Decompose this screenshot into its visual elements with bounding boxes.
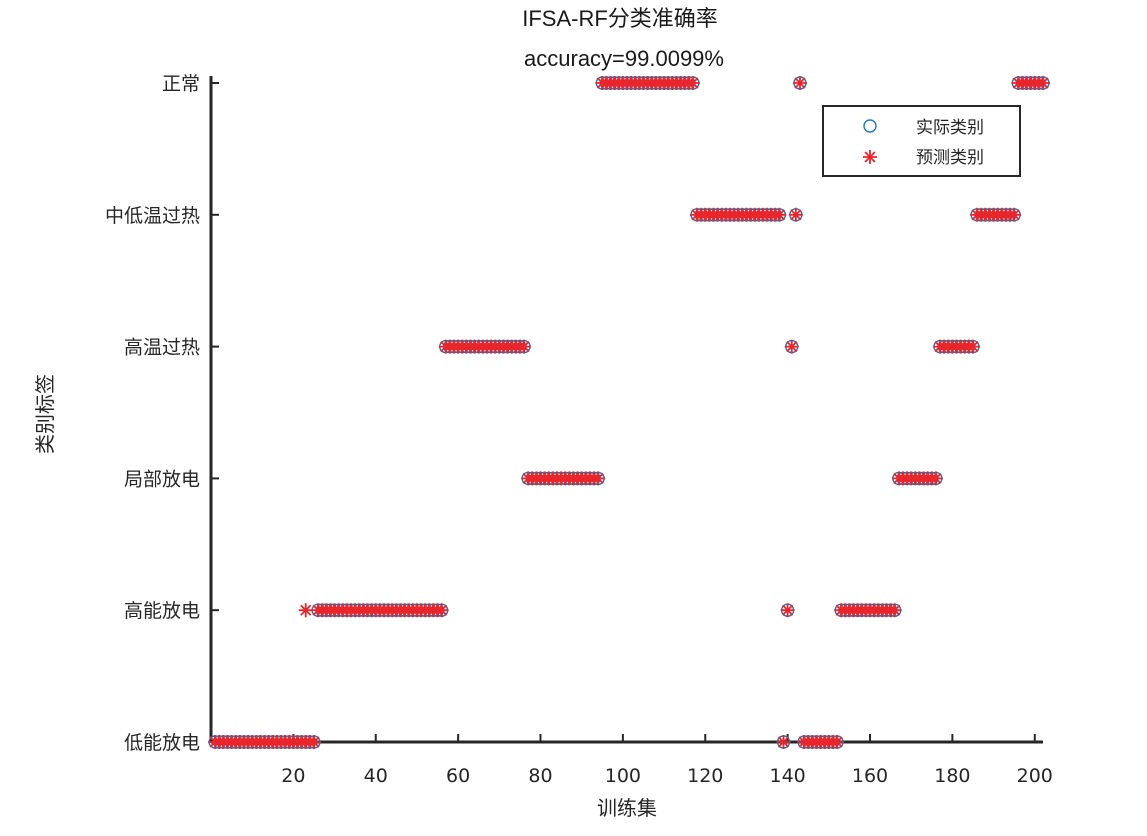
predicted-point <box>772 207 787 222</box>
predicted-point <box>887 603 902 618</box>
predicted-point <box>591 471 606 486</box>
chart-title: IFSA-RF分类准确率 <box>522 6 718 31</box>
x-tick-label: 140 <box>770 765 806 787</box>
series-actual <box>208 76 1050 749</box>
predicted-point <box>1036 76 1050 90</box>
predicted-point <box>298 603 313 618</box>
predicted-point <box>965 339 980 354</box>
x-tick-label: 20 <box>281 765 305 787</box>
series-predicted <box>208 76 1050 749</box>
legend-label-actual: 实际类别 <box>916 118 984 138</box>
legend-box <box>822 105 1021 177</box>
y-axis-label: 类别标签 <box>33 374 57 454</box>
legend: 实际类别 预测类别 <box>822 105 1021 177</box>
axes <box>209 76 1043 744</box>
x-tick-label: 160 <box>852 765 888 787</box>
actual-point <box>863 119 877 133</box>
predicted-point <box>306 735 321 749</box>
x-tick-label: 200 <box>1017 765 1053 787</box>
predicted-point <box>792 76 807 90</box>
y-ticks: 低能放电 高能放电 局部放电 高温过热 中低温过热 正常 <box>105 73 219 754</box>
legend-marker-predicted <box>863 150 877 164</box>
y-tick-label: 高温过热 <box>124 337 200 359</box>
y-tick-label: 正常 <box>162 73 200 95</box>
x-ticks: 20 40 60 80 100 120 140 160 180 200 <box>281 734 1053 787</box>
y-tick-label: 高能放电 <box>124 600 200 622</box>
x-tick-label: 80 <box>528 765 552 787</box>
predicted-point <box>776 735 791 749</box>
predicted-point <box>1007 207 1022 222</box>
x-tick-label: 40 <box>364 765 388 787</box>
predicted-point <box>434 603 449 618</box>
predicted-point <box>863 150 877 164</box>
predicted-point <box>788 207 803 222</box>
predicted-point <box>784 339 799 354</box>
y-tick-label: 局部放电 <box>124 468 200 490</box>
x-tick-label: 60 <box>446 765 470 787</box>
chart-subtitle: accuracy=99.0099% <box>524 46 724 71</box>
legend-label-predicted: 预测类别 <box>916 148 984 168</box>
predicted-point <box>830 735 845 749</box>
y-tick-label: 低能放电 <box>124 732 200 754</box>
x-tick-label: 180 <box>934 765 970 787</box>
x-tick-label: 100 <box>605 765 641 787</box>
predicted-point <box>928 471 943 486</box>
y-tick-label: 中低温过热 <box>105 205 200 227</box>
predicted-point <box>517 339 532 354</box>
predicted-point <box>685 76 700 90</box>
legend-marker-actual <box>863 119 877 133</box>
x-tick-label: 120 <box>687 765 723 787</box>
x-axis-label: 训练集 <box>597 796 657 820</box>
predicted-point <box>780 603 795 618</box>
